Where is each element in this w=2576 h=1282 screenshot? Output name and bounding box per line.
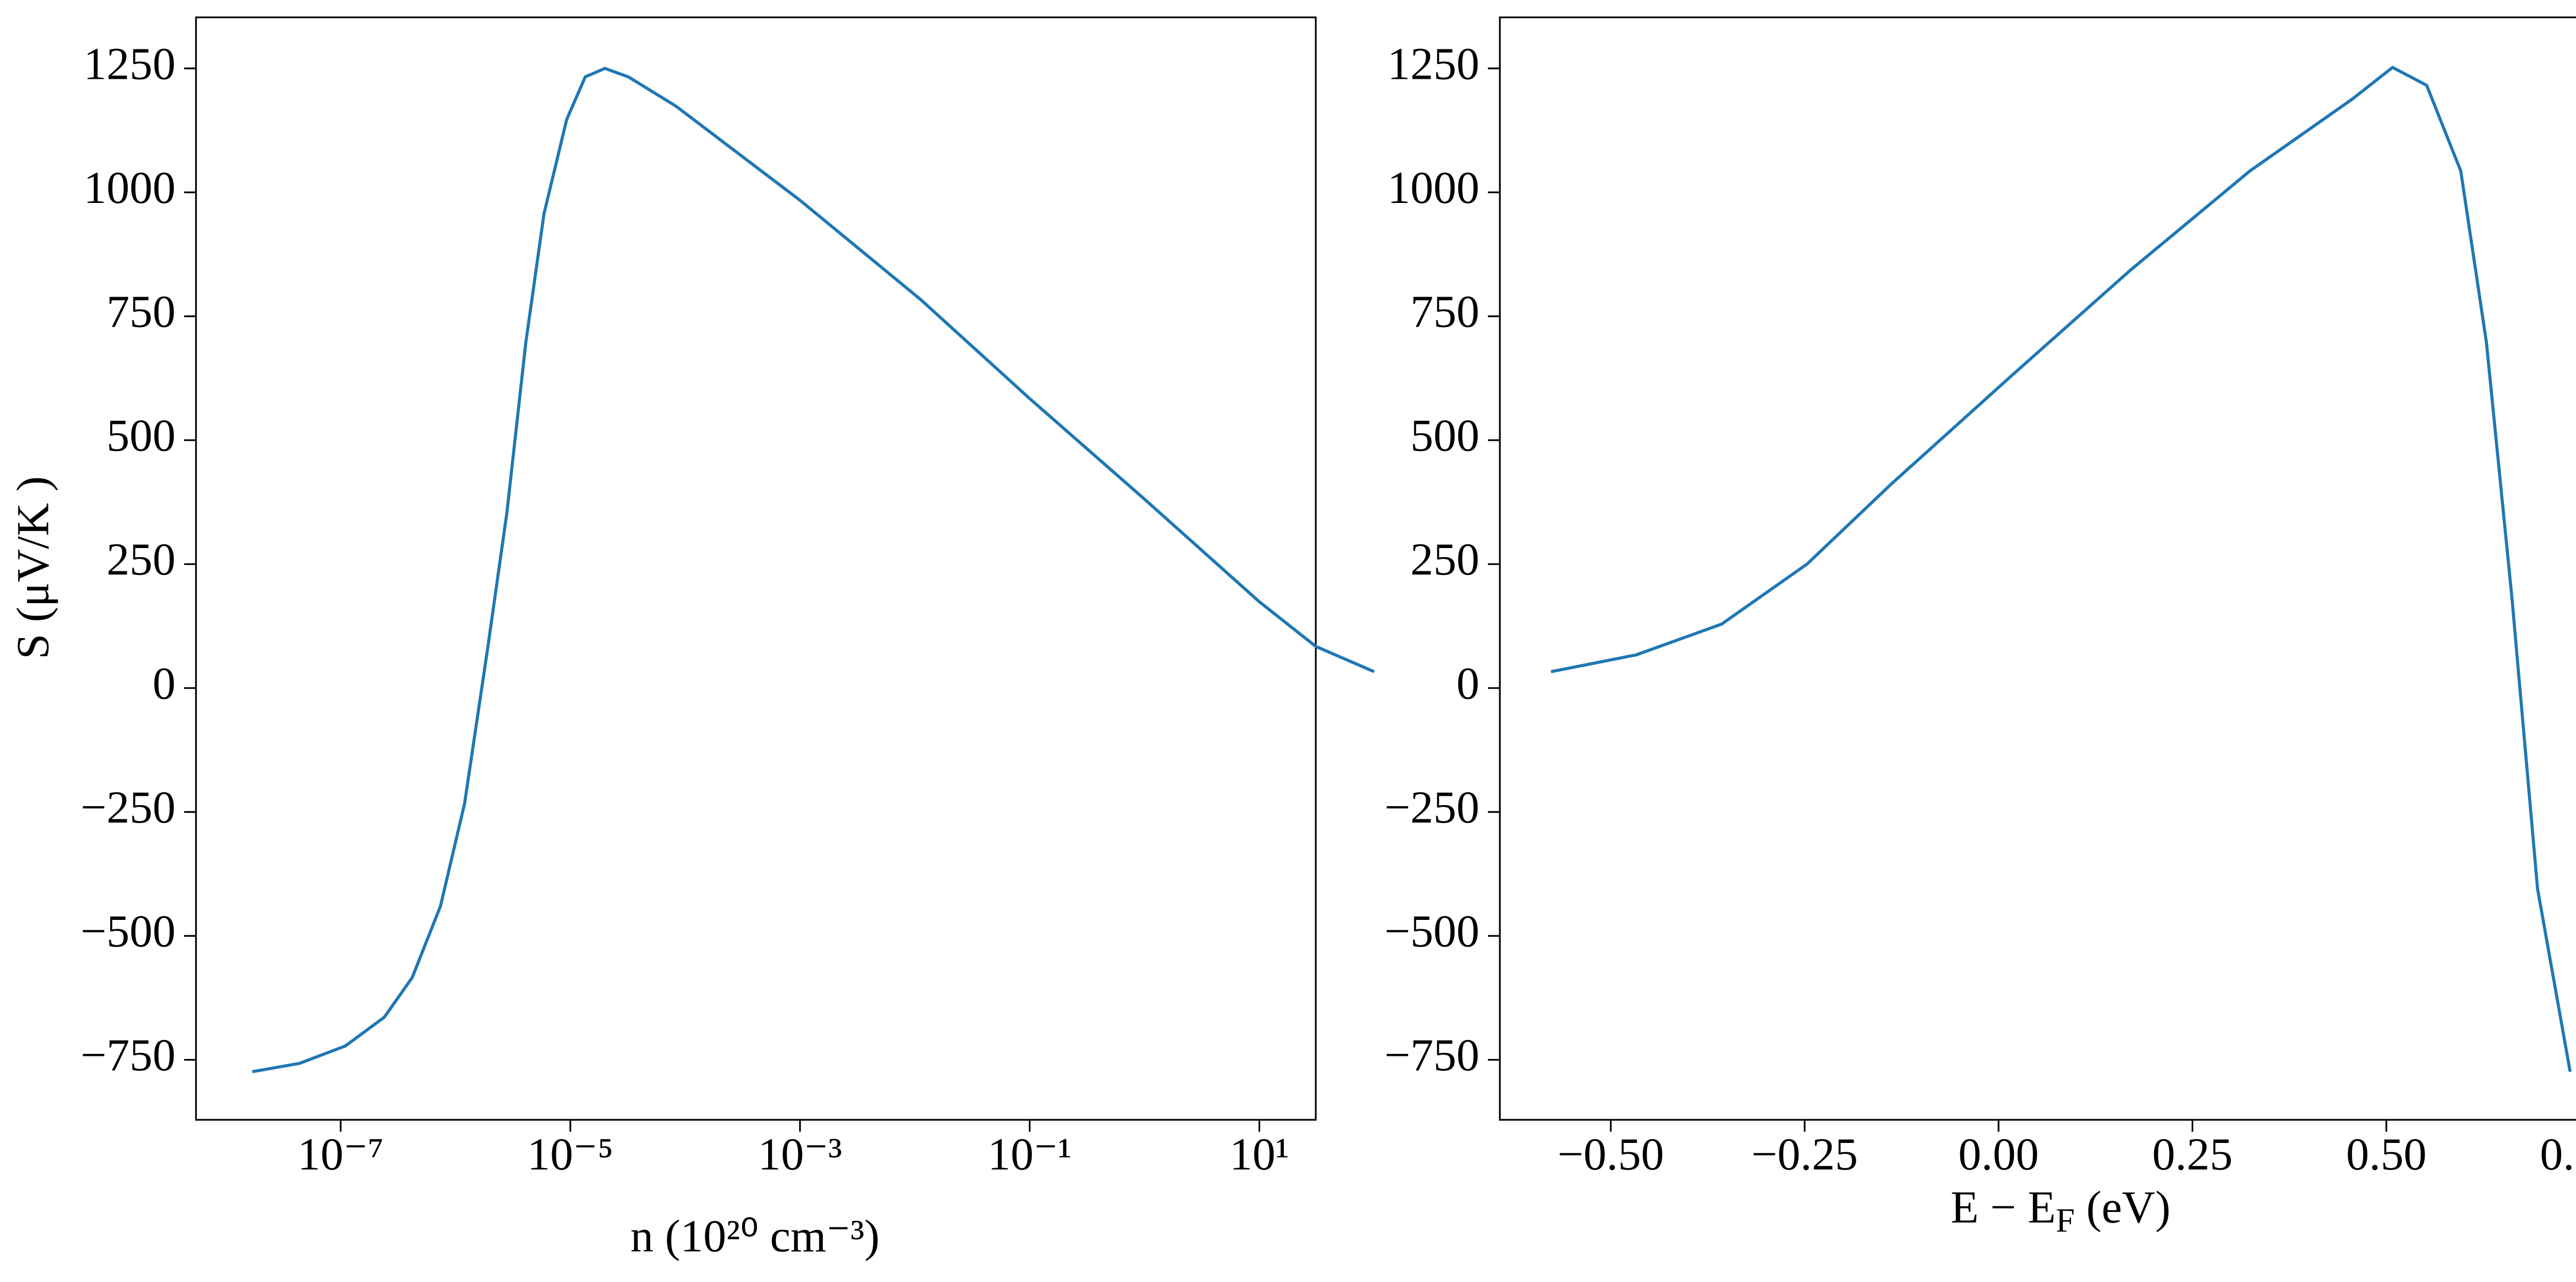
y-tick-label: −750 xyxy=(1384,1030,1479,1081)
y-tick-label: −750 xyxy=(80,1030,175,1081)
x-tick-label: 10⁻³ xyxy=(758,1129,842,1180)
y-tick-label: 250 xyxy=(107,534,176,585)
y-tick-label: 1250 xyxy=(1387,38,1480,89)
x-tick-label: 10¹ xyxy=(1229,1129,1289,1180)
y-tick-label: −250 xyxy=(1384,782,1479,833)
y-tick-label: 0 xyxy=(152,658,176,709)
y-tick-label: −250 xyxy=(80,782,175,833)
x-tick-label: 0.00 xyxy=(1958,1129,2039,1180)
x-label-part: (eV) xyxy=(2075,1182,2171,1233)
y-tick-label: −500 xyxy=(80,906,175,957)
x-tick-label: 0.25 xyxy=(2152,1129,2232,1180)
x-label-subscript: F xyxy=(2056,1202,2075,1239)
x-tick-label: 10⁻⁵ xyxy=(527,1129,614,1180)
y-tick-label: −500 xyxy=(1384,906,1479,957)
x-axis-label: E − EF (eV) xyxy=(1951,1182,2171,1239)
x-tick-label: 0.50 xyxy=(2346,1129,2427,1180)
y-tick-label: 1000 xyxy=(83,162,176,213)
y-tick-label: 500 xyxy=(107,410,176,461)
x-axis-label: n (10²⁰ cm⁻³) xyxy=(631,1210,880,1261)
y-tick-label: 750 xyxy=(1411,286,1480,337)
x-tick-label: 0.75 xyxy=(2540,1129,2576,1180)
y-tick-label: 1250 xyxy=(83,38,176,89)
y-tick-label: 1000 xyxy=(1387,162,1480,213)
y-axis-label: S (μV/K ) xyxy=(7,476,58,659)
data-line xyxy=(252,66,1375,1073)
x-tick-label: −0.25 xyxy=(1751,1129,1858,1180)
x-tick-label: 10⁻⁷ xyxy=(297,1129,384,1180)
plot-frame xyxy=(195,16,1317,1121)
y-tick-label: 750 xyxy=(107,286,176,337)
y-tick-label: 250 xyxy=(1411,534,1480,585)
x-label-part: E − E xyxy=(1951,1182,2056,1233)
y-tick-label: 500 xyxy=(1411,410,1480,461)
y-tick-label: 0 xyxy=(1456,658,1480,709)
data-line xyxy=(1550,65,2572,1072)
plot-frame xyxy=(1499,16,2576,1121)
x-tick-label: −0.50 xyxy=(1557,1129,1664,1180)
x-tick-label: 10⁻¹ xyxy=(988,1129,1072,1180)
